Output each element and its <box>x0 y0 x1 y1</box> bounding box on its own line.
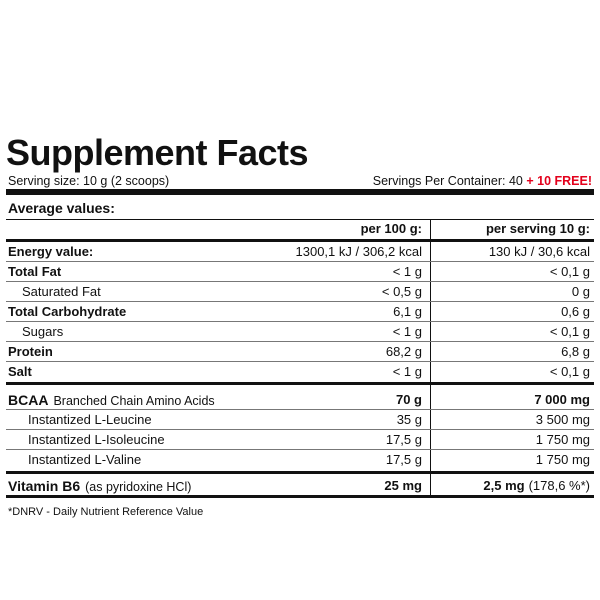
per-serving: 0 g <box>572 282 590 302</box>
text: Vitamin B6 <box>8 478 81 494</box>
text: 1 750 mg <box>535 432 590 447</box>
text: Instantized L-Valine <box>28 452 142 467</box>
row-rule <box>6 449 594 450</box>
text: Instantized L-Leucine <box>28 412 152 427</box>
row-label: Instantized L-Leucine <box>28 410 152 430</box>
footnote: *DNRV - Daily Nutrient Reference Value <box>8 506 204 518</box>
per-100g: 70 g <box>395 392 422 407</box>
row-rule <box>6 341 594 342</box>
per-100g: < 1 g <box>392 364 422 379</box>
row-label: Sugars <box>22 322 63 342</box>
row-label: Instantized L-Isoleucine <box>28 430 165 450</box>
per-serving: 3 500 mg <box>536 410 590 430</box>
text: 1 750 mg <box>535 452 590 467</box>
row-rule <box>6 361 594 362</box>
rule <box>6 471 594 474</box>
average-values: Average values: <box>8 200 115 216</box>
row-label: Saturated Fat <box>22 282 101 302</box>
text: 3 500 mg <box>535 412 590 427</box>
servings: Servings Per Container: 40 <box>372 174 523 188</box>
row-rule <box>6 261 594 262</box>
text: 7 000 mg <box>534 392 590 407</box>
text: Protein <box>8 344 53 359</box>
per-100g: 25 mg <box>384 478 422 493</box>
text: 130 kJ / 30,6 kcal <box>488 244 590 259</box>
serving-size: Serving size: 10 g (2 scoops) <box>8 174 170 188</box>
text: Saturated Fat <box>22 284 101 299</box>
row-label: Protein <box>8 342 53 362</box>
per-serving: < 0,1 g <box>550 362 590 382</box>
row-rule <box>6 301 594 302</box>
text: Total Fat <box>8 264 62 279</box>
row-rule <box>6 409 594 410</box>
per-serving: 130 kJ / 30,6 kcal <box>489 242 590 262</box>
per-100g: 1300,1 kJ / 306,2 kcal <box>295 244 422 259</box>
row-label: BCAA Branched Chain Amino Acids <box>8 390 215 410</box>
per-100g: < 0,5 g <box>381 284 422 299</box>
text: Sugars <box>22 324 64 339</box>
per-serving: 1 750 mg <box>536 430 590 450</box>
per-serving: 6,8 g <box>561 342 590 362</box>
row-label: Total Carbohydrate <box>8 302 126 322</box>
per-100g: 68,2 g <box>385 344 422 359</box>
per-100g: 17,5 g <box>385 452 422 467</box>
per-100g: 6,1 g <box>393 304 422 319</box>
per-serving: < 0,1 g <box>550 262 590 282</box>
text: 2,5 mg <box>483 478 525 493</box>
text: (178,6 %*) <box>528 478 590 493</box>
rule <box>6 219 594 220</box>
text: 6,8 g <box>561 344 590 359</box>
per-serving: 0,6 g <box>561 302 590 322</box>
rule <box>6 239 594 242</box>
text: Salt <box>8 364 32 379</box>
column-header: per serving 10 g: <box>485 221 590 236</box>
text: < 0,1 g <box>549 324 590 339</box>
row-label: Total Fat <box>8 262 61 282</box>
text: < 0,1 g <box>549 364 590 379</box>
row-label: Energy value: <box>8 242 93 262</box>
row-label: Instantized L-Valine <box>28 450 141 470</box>
text: (as pyridoxine HCl) <box>85 480 192 494</box>
per-100g: 35 g <box>396 412 422 427</box>
per-serving: < 0,1 g <box>550 322 590 342</box>
per-serving: 1 750 mg <box>536 450 590 470</box>
row-rule <box>6 429 594 430</box>
text: < 0,1 g <box>549 264 590 279</box>
text: Total Carbohydrate <box>8 304 127 319</box>
free-offer: + 10 FREE! <box>526 174 592 188</box>
per-serving: 2,5 mg (178,6 %*) <box>483 476 590 496</box>
row-label: Vitamin B6 (as pyridoxine HCl) <box>8 476 191 496</box>
row-rule <box>6 281 594 282</box>
text: Instantized L-Isoleucine <box>28 432 165 447</box>
per-100g: 17,5 g <box>385 432 422 447</box>
servings-per-container: Servings Per Container: 40 + 10 FREE! <box>373 174 592 188</box>
row-label: Salt <box>8 362 32 382</box>
per-100g: < 1 g <box>392 324 422 339</box>
column-divider <box>430 219 431 495</box>
rule <box>6 382 594 385</box>
row-rule <box>6 321 594 322</box>
per-serving: 7 000 mg <box>534 390 590 410</box>
per-100g: < 1 g <box>392 264 422 279</box>
text: 0,6 g <box>561 304 590 319</box>
text: BCAA <box>8 392 49 408</box>
column-header: per 100 g: <box>360 221 422 236</box>
title: Supplement Facts <box>6 132 309 173</box>
text: 0 g <box>571 284 590 299</box>
text: Branched Chain Amino Acids <box>53 394 215 408</box>
rule <box>6 495 594 498</box>
rule <box>6 189 594 195</box>
text: Energy value: <box>8 244 94 259</box>
